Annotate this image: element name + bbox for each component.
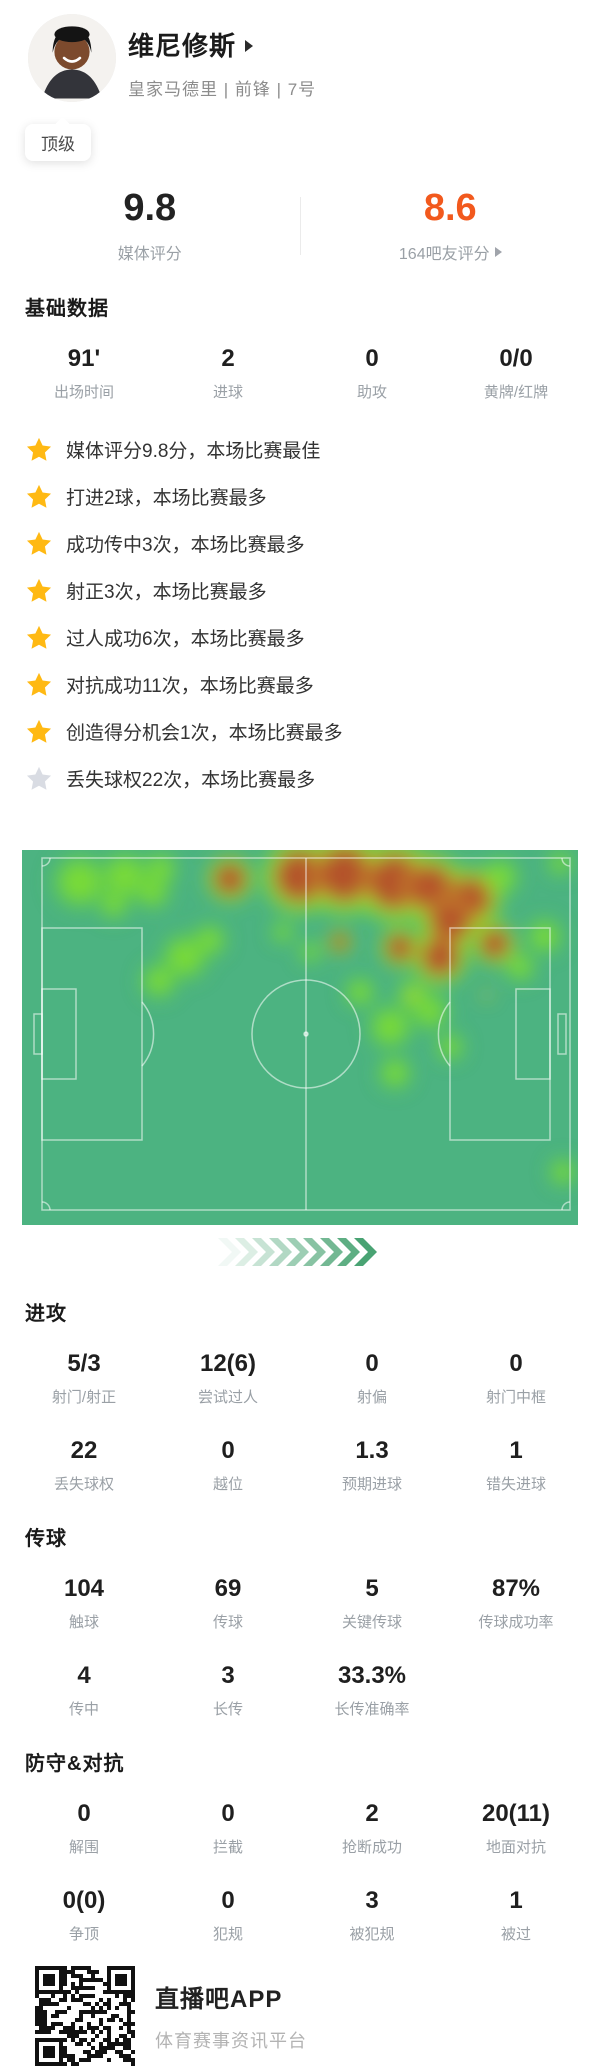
media-rating-label: 媒体评分 bbox=[118, 240, 182, 264]
highlight-item: 媒体评分9.8分，本场比赛最佳 bbox=[25, 426, 575, 473]
position-heatmap bbox=[22, 850, 578, 1225]
star-icon bbox=[25, 624, 53, 652]
highlight-item: 射正3次，本场比赛最多 bbox=[25, 567, 575, 614]
chevron-arrows-icon bbox=[218, 1237, 383, 1267]
ratings-row: 9.8 媒体评分 8.6 164吧友评分 bbox=[0, 187, 600, 264]
stat-empty bbox=[444, 1662, 588, 1719]
media-rating-value: 9.8 bbox=[0, 187, 300, 230]
stat-pass-accuracy: 87%传球成功率 bbox=[444, 1575, 588, 1632]
fans-rating[interactable]: 8.6 164吧友评分 bbox=[301, 187, 600, 264]
footer-app-name: 直播吧APP bbox=[155, 1979, 307, 2014]
player-header: 维尼修斯 皇家马德里 | 前锋 | 7号 顶级 bbox=[0, 0, 600, 165]
section-title-attack: 进攻 bbox=[25, 1297, 600, 1326]
highlights-list: 媒体评分9.8分，本场比赛最佳 打进2球，本场比赛最多 成功传中3次，本场比赛最… bbox=[0, 426, 600, 802]
stat-minutes: 91'出场时间 bbox=[12, 345, 156, 402]
highlight-item: 打进2球，本场比赛最多 bbox=[25, 473, 575, 520]
star-icon bbox=[25, 530, 53, 558]
highlight-item: 成功传中3次，本场比赛最多 bbox=[25, 520, 575, 567]
momentum-chevrons bbox=[0, 1237, 600, 1269]
section-title-basic: 基础数据 bbox=[25, 292, 600, 321]
star-icon bbox=[25, 483, 53, 511]
app-footer: 直播吧APP 体育赛事资讯平台 bbox=[0, 1944, 600, 2066]
section-title-passing: 传球 bbox=[25, 1522, 600, 1551]
highlight-item: 过人成功6次，本场比赛最多 bbox=[25, 614, 575, 661]
star-icon bbox=[25, 577, 53, 605]
player-meta: 皇家马德里 | 前锋 | 7号 bbox=[128, 75, 575, 100]
highlight-item: 创造得分机会1次，本场比赛最多 bbox=[25, 708, 575, 755]
star-icon bbox=[25, 436, 53, 464]
fans-rating-arrow-icon bbox=[495, 247, 502, 257]
fans-rating-value: 8.6 bbox=[301, 187, 600, 230]
stat-ground-duels: 20(11)地面对抗 bbox=[444, 1800, 588, 1857]
media-rating: 9.8 媒体评分 bbox=[0, 187, 300, 264]
rating-tier-badge: 顶级 bbox=[25, 124, 91, 161]
star-icon bbox=[25, 718, 53, 746]
section-title-defense: 防守&对抗 bbox=[25, 1747, 600, 1776]
stat-aerial-duels: 0(0)争顶 bbox=[12, 1887, 156, 1944]
football-pitch bbox=[22, 850, 578, 1225]
fans-rating-label: 164吧友评分 bbox=[399, 240, 502, 264]
highlight-item: 对抗成功11次，本场比赛最多 bbox=[25, 661, 575, 708]
stat-long-ball-accuracy: 33.3%长传准确率 bbox=[300, 1662, 444, 1719]
player-avatar bbox=[28, 14, 116, 102]
caret-right-icon bbox=[245, 40, 253, 52]
qr-code bbox=[35, 1966, 135, 2066]
player-name-row[interactable]: 维尼修斯 bbox=[128, 26, 575, 63]
highlight-item: 丢失球权22次，本场比赛最多 bbox=[25, 755, 575, 802]
player-name: 维尼修斯 bbox=[128, 26, 236, 63]
player-avatar-image bbox=[28, 14, 116, 102]
star-icon bbox=[25, 671, 53, 699]
footer-slogan: 体育赛事资讯平台 bbox=[155, 2027, 307, 2053]
star-icon bbox=[25, 765, 53, 793]
stat-dribbles: 12(6)尝试过人 bbox=[156, 1350, 300, 1407]
